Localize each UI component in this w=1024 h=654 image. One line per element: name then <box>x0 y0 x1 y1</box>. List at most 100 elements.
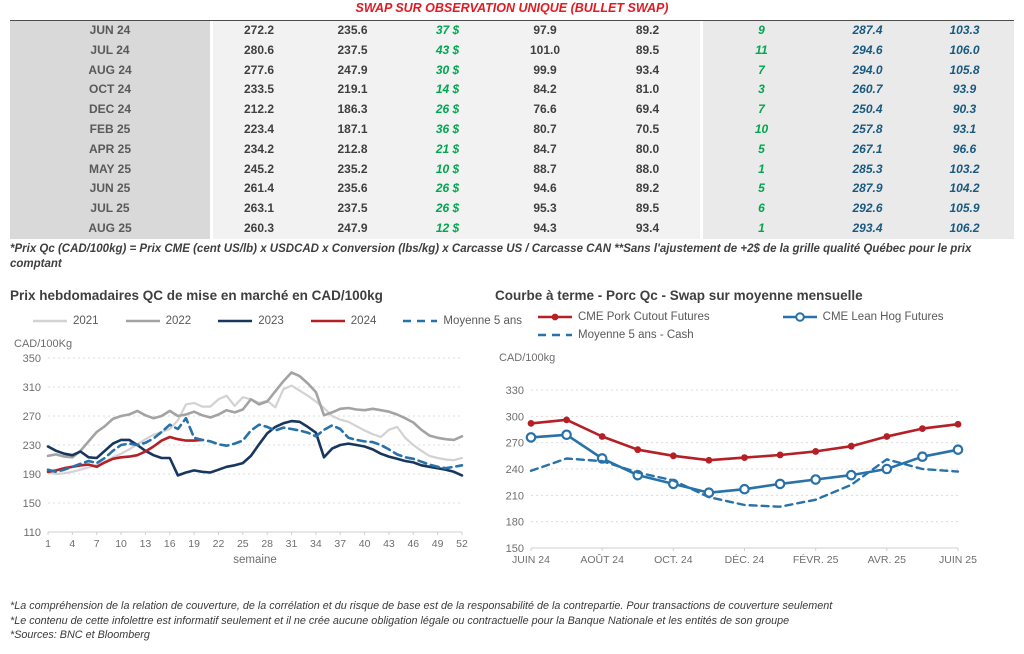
weekly-price-chart-block: Prix hebdomadaires QC de mise en marché … <box>10 288 522 578</box>
value-cell: 105.8 <box>915 60 1014 81</box>
value-cell: 250.4 <box>820 100 915 120</box>
value-cell: 30 $ <box>400 60 495 81</box>
value-cell: 90.3 <box>915 100 1014 120</box>
value-cell: 223.4 <box>213 119 305 140</box>
value-cell: 260.3 <box>213 218 305 239</box>
svg-text:110: 110 <box>23 527 41 539</box>
legend-label: 2022 <box>165 315 192 327</box>
svg-text:190: 190 <box>23 469 41 481</box>
value-cell: 76.6 <box>495 100 595 120</box>
legend-item: 2023 <box>217 315 284 327</box>
month-cell: AUG 24 <box>10 60 213 81</box>
svg-text:JUIN 24: JUIN 24 <box>512 554 550 566</box>
value-cell: 70.5 <box>595 119 700 140</box>
svg-text:31: 31 <box>286 538 298 550</box>
value-cell: 93.1 <box>915 119 1014 140</box>
svg-text:310: 310 <box>23 382 41 394</box>
weekly-chart-y-axis-label: CAD/100Kg <box>14 338 73 350</box>
value-cell: 267.1 <box>820 139 915 160</box>
value-cell: 285.3 <box>820 159 915 180</box>
value-cell: 257.8 <box>820 119 915 140</box>
value-cell: 106.0 <box>915 40 1014 61</box>
legend-label: 2021 <box>73 315 99 327</box>
value-cell: 287.4 <box>820 21 915 41</box>
value-cell: 105.9 <box>915 199 1014 219</box>
legend-swatch-icon <box>125 319 160 323</box>
month-cell: JUN 25 <box>10 179 213 200</box>
value-cell: 36 $ <box>400 119 495 140</box>
value-cell: 237.5 <box>305 40 400 61</box>
svg-text:7: 7 <box>94 538 100 550</box>
value-cell: 10 $ <box>400 159 495 180</box>
forward-curve-chart-block: Courbe à terme - Porc Qc - Swap sur moye… <box>495 288 1020 582</box>
legend-item: 2021 <box>32 315 99 327</box>
svg-text:OCT. 24: OCT. 24 <box>654 554 693 566</box>
value-cell: 247.9 <box>305 218 400 239</box>
svg-text:DÉC. 24: DÉC. 24 <box>725 553 765 566</box>
value-cell: 106.2 <box>915 218 1014 239</box>
value-cell: 103.3 <box>915 21 1014 41</box>
value-cell: 187.1 <box>305 119 400 140</box>
weekly-chart-title: Prix hebdomadaires QC de mise en marché … <box>10 288 383 303</box>
value-cell: 88.7 <box>495 159 595 180</box>
forward-chart-legend-row1: CME Pork Cutout Futures CME Lean Hog Futu… <box>537 309 1020 325</box>
legend-swatch-icon <box>782 312 817 322</box>
month-cell: AUG 25 <box>10 218 213 239</box>
value-cell: 10 <box>700 119 820 140</box>
value-cell: 26 $ <box>400 179 495 200</box>
legend-item: CME Lean Hog Futures <box>782 311 943 323</box>
disclaimer-footer: *La compréhension de la relation de couv… <box>10 599 1014 643</box>
svg-text:4: 4 <box>69 538 75 550</box>
value-cell: 103.2 <box>915 159 1014 180</box>
legend-swatch-icon <box>538 313 572 321</box>
svg-text:240: 240 <box>506 464 524 476</box>
value-cell: 3 <box>700 80 820 101</box>
value-cell: 292.6 <box>820 199 915 219</box>
swap-table: JUN 24 272.2 235.6 37 $97.9 89.2 9 287.4 103.3 J… <box>10 20 1014 239</box>
forward-chart-legend-row2: Moyenne 5 ans - Cash <box>537 327 1020 343</box>
value-cell: 97.9 <box>495 21 595 41</box>
month-cell: DEC 24 <box>10 100 213 120</box>
svg-text:350: 350 <box>23 353 41 365</box>
value-cell: 235.6 <box>305 21 400 41</box>
value-cell: 6 <box>700 199 820 219</box>
value-cell: 21 $ <box>400 139 495 160</box>
svg-text:150: 150 <box>506 543 524 555</box>
disclaimer-line: *La compréhension de la relation de couv… <box>10 600 833 612</box>
value-cell: 12 $ <box>400 218 495 239</box>
value-cell: 234.2 <box>213 139 305 160</box>
value-cell: 80.7 <box>495 119 595 140</box>
value-cell: 104.2 <box>915 179 1014 200</box>
series-moyenne-5-ans-cash <box>529 457 960 508</box>
value-cell: 235.2 <box>305 159 400 180</box>
legend-swatch-icon <box>33 319 67 323</box>
value-cell: 89.5 <box>595 40 700 61</box>
disclaimer-line: *Sources: BNC et Bloomberg <box>10 629 150 641</box>
value-cell: 235.6 <box>305 179 400 200</box>
value-cell: 245.2 <box>213 159 305 180</box>
svg-text:49: 49 <box>432 538 444 550</box>
value-cell: 280.6 <box>213 40 305 61</box>
value-cell: 89.2 <box>595 21 700 41</box>
value-cell: 94.3 <box>495 218 595 239</box>
svg-text:FÉVR. 25: FÉVR. 25 <box>793 553 839 566</box>
series-2022 <box>46 371 464 459</box>
legend-swatch-icon <box>403 319 438 323</box>
legend-swatch-icon <box>310 319 345 323</box>
table-footnote: *Prix Qc (CAD/100kg) = Prix CME (cent US… <box>10 243 972 270</box>
legend-label: CME Pork Cutout Futures <box>578 311 710 323</box>
svg-text:300: 300 <box>506 411 524 423</box>
legend-label: Moyenne 5 ans - Cash <box>578 329 694 341</box>
svg-text:1: 1 <box>45 538 51 550</box>
month-cell: OCT 24 <box>10 80 213 101</box>
value-cell: 7 <box>700 100 820 120</box>
svg-text:43: 43 <box>383 538 395 550</box>
svg-text:46: 46 <box>407 538 419 550</box>
svg-text:270: 270 <box>23 411 41 423</box>
svg-text:JUIN 25: JUIN 25 <box>939 554 977 566</box>
value-cell: 261.4 <box>213 179 305 200</box>
svg-text:19: 19 <box>188 538 200 550</box>
svg-text:52: 52 <box>456 538 468 550</box>
month-cell: JUL 25 <box>10 199 213 219</box>
month-cell: FEB 25 <box>10 119 213 140</box>
